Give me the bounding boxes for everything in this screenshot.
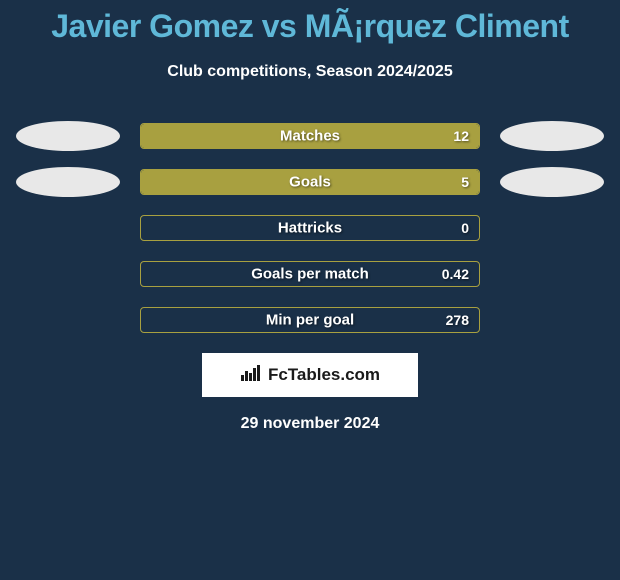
stat-value: 0	[461, 220, 469, 236]
page-subtitle: Club competitions, Season 2024/2025	[0, 63, 620, 81]
stat-label: Hattricks	[278, 220, 342, 237]
brand-box[interactable]: FcTables.com	[202, 353, 418, 397]
stat-row: Hattricks 0	[0, 215, 620, 241]
stat-row: Goals 5	[0, 169, 620, 195]
stat-row: Goals per match 0.42	[0, 261, 620, 287]
stat-row: Min per goal 278	[0, 307, 620, 333]
stat-label: Min per goal	[266, 312, 354, 329]
stat-value: 5	[461, 174, 469, 190]
stat-value: 0.42	[442, 266, 469, 282]
brand-text: FcTables.com	[268, 365, 380, 385]
stat-value: 278	[446, 312, 469, 328]
player-oval-left	[16, 121, 120, 151]
stat-row: Matches 12	[0, 123, 620, 149]
oval-slot-left	[8, 121, 128, 151]
oval-slot-right	[492, 121, 612, 151]
stat-bar: Min per goal 278	[140, 307, 480, 333]
stat-label: Goals per match	[251, 266, 369, 283]
page-title: Javier Gomez vs MÃ¡rquez Climent	[0, 8, 620, 45]
stat-bar: Goals 5	[140, 169, 480, 195]
player-oval-right	[500, 121, 604, 151]
footer-date: 29 november 2024	[0, 415, 620, 433]
player-oval-right	[500, 167, 604, 197]
oval-slot-left	[8, 167, 128, 197]
stat-bar: Matches 12	[140, 123, 480, 149]
stat-bar: Goals per match 0.42	[140, 261, 480, 287]
oval-slot-right	[492, 167, 612, 197]
page-root: Javier Gomez vs MÃ¡rquez Climent Club co…	[0, 0, 620, 433]
stat-label: Goals	[289, 174, 331, 191]
stat-label: Matches	[280, 128, 340, 145]
stats-block: Matches 12 Goals 5 Hattricks 0 Goals per match…	[0, 123, 620, 333]
stat-bar: Hattricks 0	[140, 215, 480, 241]
player-oval-left	[16, 167, 120, 197]
bars-icon	[240, 363, 262, 388]
stat-value: 12	[453, 128, 469, 144]
